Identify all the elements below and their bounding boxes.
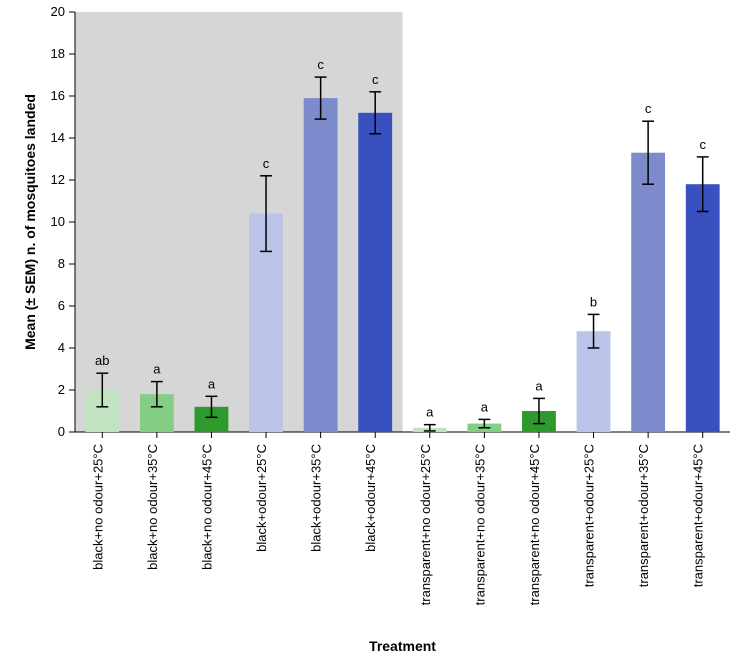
y-tick-label: 0 [58, 424, 65, 439]
category-label: black+no odour+35°C [145, 444, 160, 570]
y-tick-label: 6 [58, 298, 65, 313]
significance-label: a [208, 376, 216, 391]
shaded-region [75, 12, 403, 432]
y-tick-label: 12 [51, 172, 65, 187]
significance-label: b [590, 294, 597, 309]
bar [631, 153, 665, 432]
category-label: transparent+odour+35°C [636, 444, 651, 587]
y-tick-label: 8 [58, 256, 65, 271]
category-label: black+odour+35°C [309, 444, 324, 552]
significance-label: c [263, 156, 270, 171]
significance-label: a [426, 405, 434, 420]
bar [686, 184, 720, 432]
category-label: black+no odour+45°C [199, 444, 214, 570]
category-label: transparent+no odour+45°C [527, 444, 542, 605]
significance-label: ab [95, 353, 109, 368]
category-label: transparent+no odour+35°C [472, 444, 487, 605]
y-tick-label: 4 [58, 340, 65, 355]
significance-label: c [317, 57, 324, 72]
category-label: transparent+odour+25°C [582, 444, 597, 587]
category-label: transparent+no odour+25°C [418, 444, 433, 605]
significance-label: c [372, 72, 379, 87]
y-tick-label: 10 [51, 214, 65, 229]
significance-label: a [153, 362, 161, 377]
bar-chart-svg: 02468101214161820abblack+no odour+25°Cab… [0, 0, 755, 660]
category-label: black+odour+25°C [254, 444, 269, 552]
category-label: transparent+odour+45°C [691, 444, 706, 587]
y-tick-label: 14 [51, 130, 65, 145]
y-tick-label: 20 [51, 4, 65, 19]
category-label: black+no odour+25°C [90, 444, 105, 570]
significance-label: a [481, 399, 489, 414]
chart-frame: Mean (± SEM) n. of mosquitoes landed Tre… [0, 0, 755, 660]
bar [358, 113, 392, 432]
significance-label: a [535, 378, 543, 393]
y-tick-label: 18 [51, 46, 65, 61]
y-tick-label: 2 [58, 382, 65, 397]
significance-label: c [699, 137, 706, 152]
plot-area: 02468101214161820abblack+no odour+25°Cab… [0, 0, 755, 660]
y-tick-label: 16 [51, 88, 65, 103]
bar [304, 98, 338, 432]
significance-label: c [645, 101, 652, 116]
category-label: black+odour+45°C [363, 444, 378, 552]
